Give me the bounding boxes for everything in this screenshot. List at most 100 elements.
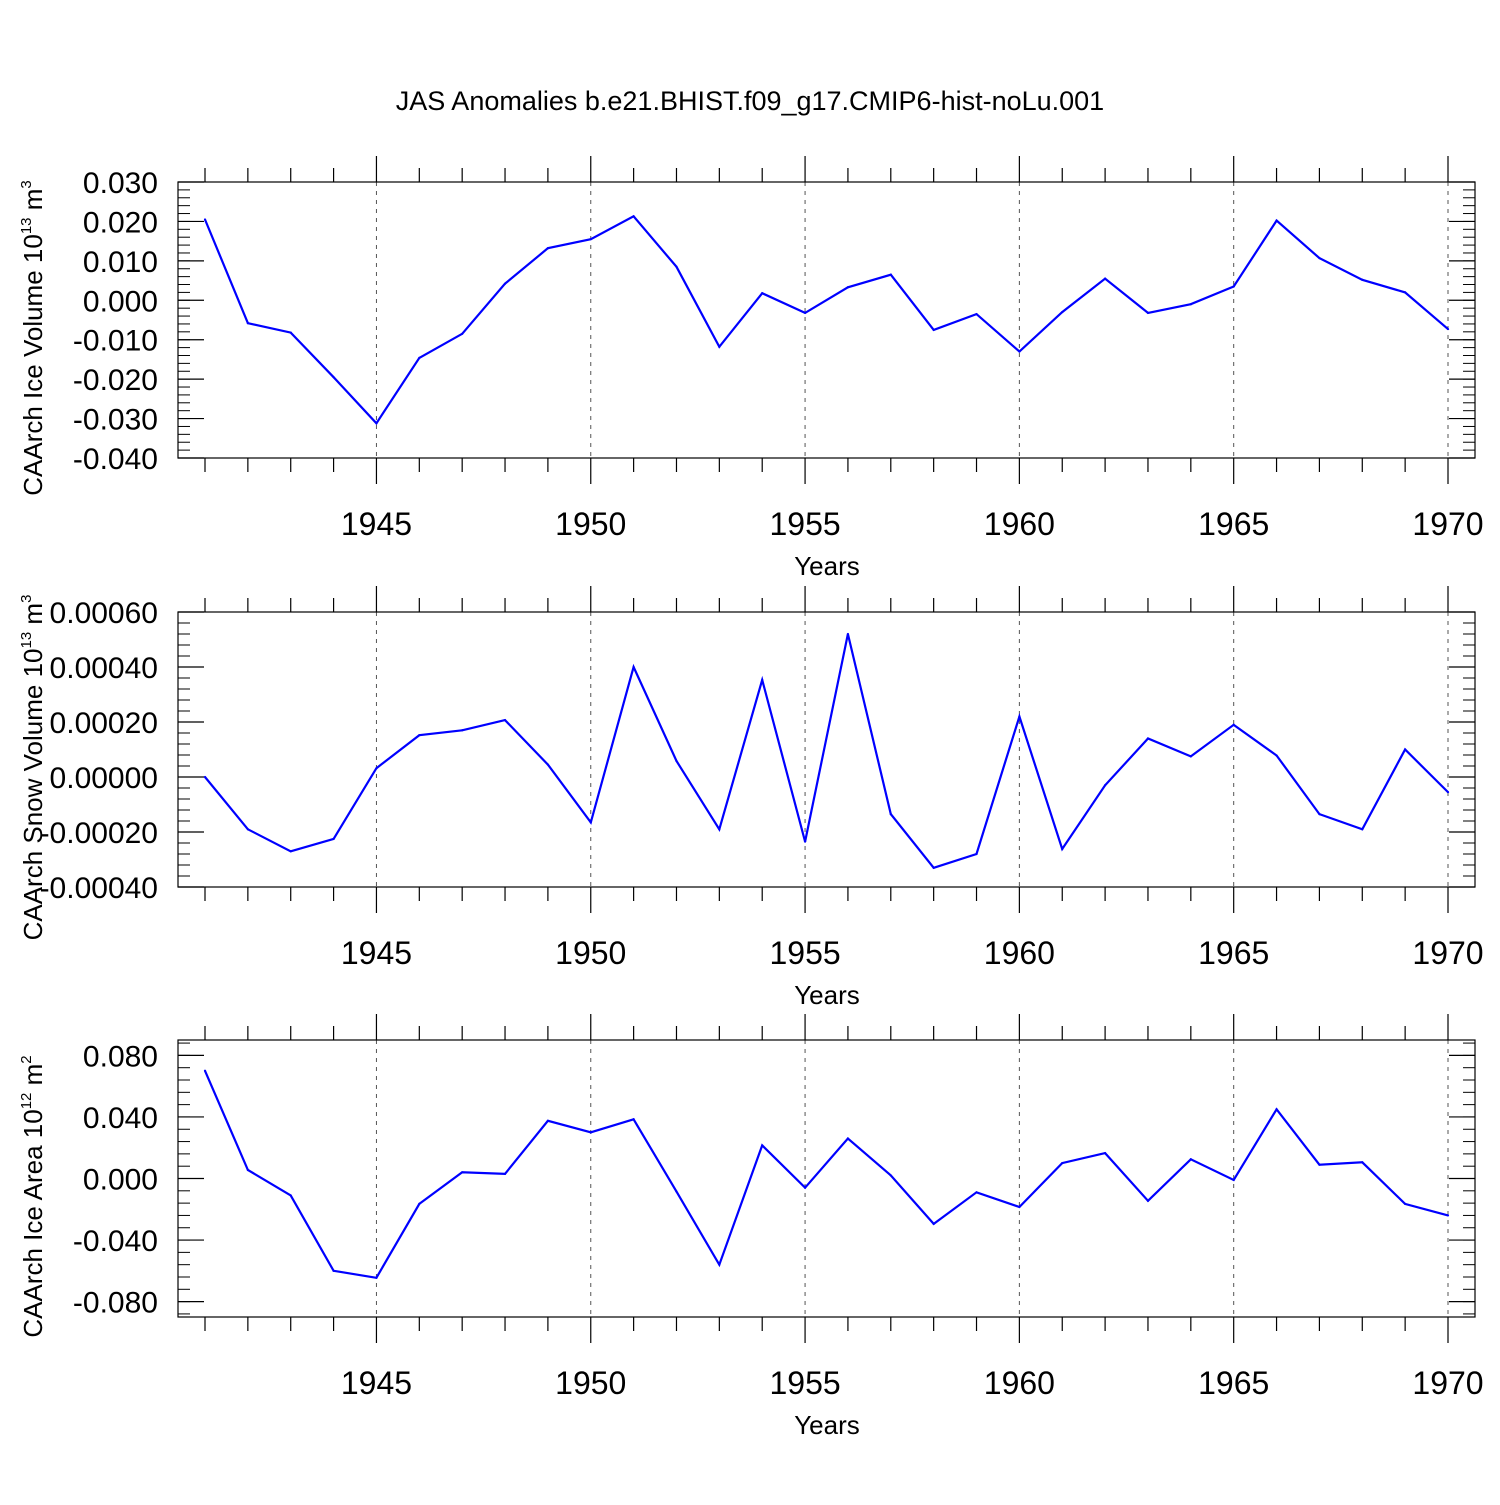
data-point	[675, 265, 678, 268]
x-tick-label: 1965	[1198, 935, 1269, 971]
panel-2: -0.00040 -0.00020 0.00000 0.00020 0.00040 0.0…	[18, 586, 1484, 1010]
y-tick-label: 0.010	[83, 246, 158, 279]
y-tick-label: -0.00040	[40, 872, 158, 905]
data-point	[375, 422, 378, 425]
data-point	[1104, 1152, 1107, 1155]
y-axis-label: CAArch Ice Area 1012 m2	[18, 1055, 48, 1337]
data-point	[761, 292, 764, 295]
y-axis-label-text: CAArch Snow Volume 10	[18, 648, 48, 940]
y-axis-label-superscript: 3	[18, 180, 35, 188]
y-axis-label-text: m	[18, 1064, 48, 1093]
y-axis-label-superscript: 2	[18, 1055, 35, 1063]
data-point	[632, 215, 635, 218]
data-point	[803, 311, 807, 315]
data-point	[461, 332, 464, 335]
y-tick-label: -0.020	[73, 364, 158, 397]
data-point	[889, 273, 892, 276]
data-point	[1232, 1178, 1235, 1182]
data-point	[1146, 1199, 1150, 1202]
data-point	[1446, 327, 1450, 331]
y-tick-label: -0.040	[73, 1225, 158, 1258]
y-tick-label: -0.00020	[40, 817, 158, 850]
data-point	[503, 1172, 507, 1175]
data-point	[718, 1263, 721, 1266]
x-tick-label: 1945	[341, 506, 412, 542]
data-point	[1018, 350, 1021, 353]
data-point	[1018, 1205, 1021, 1209]
data-point	[1318, 1163, 1321, 1166]
data-point	[718, 828, 721, 831]
data-point	[1404, 291, 1407, 294]
data-point	[589, 238, 592, 241]
x-tick-label: 1960	[984, 1365, 1055, 1401]
data-point	[932, 866, 935, 869]
y-axis-label-text: CAArch Ice Volume 10	[18, 234, 48, 496]
data-point	[1275, 219, 1278, 222]
x-tick-label: 1960	[984, 506, 1055, 542]
data-point	[1018, 715, 1021, 718]
y-axis-label-superscript: 12	[18, 1093, 35, 1110]
data-point	[718, 345, 721, 348]
data-point	[803, 1186, 807, 1189]
data-point	[375, 767, 378, 770]
y-tick-label: 0.000	[83, 285, 158, 318]
y-tick-label: -0.010	[73, 325, 158, 358]
data-point	[1275, 1108, 1278, 1111]
data-point	[1404, 748, 1407, 751]
x-tick-label: 1945	[341, 1365, 412, 1401]
y-tick-label: 0.020	[83, 206, 158, 239]
y-axis-label: CAArch Ice Volume 1013 m3	[18, 180, 48, 496]
y-tick-label: 0.080	[83, 1040, 158, 1073]
data-point	[589, 1131, 592, 1134]
data-point	[332, 1269, 335, 1272]
x-tick-label: 1955	[769, 506, 840, 542]
data-point	[803, 840, 807, 843]
data-point	[203, 775, 207, 779]
x-tick-label: 1965	[1198, 1365, 1269, 1401]
data-point	[1104, 277, 1107, 280]
data-point	[503, 718, 507, 722]
y-axis-label-superscript: 13	[18, 632, 35, 649]
y-axis-label-text: m	[18, 189, 48, 218]
data-point	[1061, 311, 1064, 314]
data-point	[975, 312, 978, 316]
data-point	[546, 1119, 549, 1122]
data-point	[546, 247, 549, 250]
data-point	[203, 218, 207, 221]
data-point	[418, 734, 421, 737]
chart-title: JAS Anomalies b.e21.BHIST.f09_g17.CMIP6-…	[396, 86, 1104, 116]
y-tick-label: -0.040	[73, 443, 158, 476]
y-axis-label-text: CAArch Ice Area 10	[18, 1109, 48, 1337]
data-point	[932, 328, 935, 331]
data-point	[1146, 311, 1150, 315]
data-point	[203, 1069, 207, 1072]
data-point	[289, 1194, 292, 1197]
plot-frame	[177, 611, 1476, 888]
x-tick-label: 1945	[341, 935, 412, 971]
panel-1: -0.040 -0.030 -0.020 -0.010 0.000 0.010 0.020 0…	[18, 156, 1484, 581]
data-point	[1061, 1162, 1064, 1165]
x-tick-label: 1970	[1412, 935, 1483, 971]
y-tick-label: -0.030	[73, 404, 158, 437]
data-point	[246, 828, 249, 831]
data-point	[632, 1118, 635, 1121]
x-tick-label: 1955	[769, 935, 840, 971]
data-point	[1189, 1158, 1192, 1161]
data-point	[889, 813, 892, 816]
data-point	[889, 1174, 892, 1177]
y-tick-label: 0.00060	[50, 597, 158, 630]
data-point	[246, 322, 249, 325]
data-point	[332, 837, 335, 840]
data-point	[1232, 285, 1235, 288]
x-tick-label: 1950	[555, 506, 626, 542]
panel-3: -0.080 -0.040 0.000 0.040 0.080 1945 1950 1955 1…	[18, 1014, 1484, 1440]
y-tick-label: -0.080	[73, 1287, 158, 1320]
y-tick-label: 0.00040	[50, 652, 158, 685]
y-axis-label-superscript: 3	[18, 595, 35, 603]
data-point	[1275, 754, 1278, 757]
x-axis-label: Years	[794, 1410, 860, 1440]
data-point	[1189, 755, 1192, 758]
data-point	[589, 821, 592, 824]
data-point	[1446, 791, 1450, 794]
